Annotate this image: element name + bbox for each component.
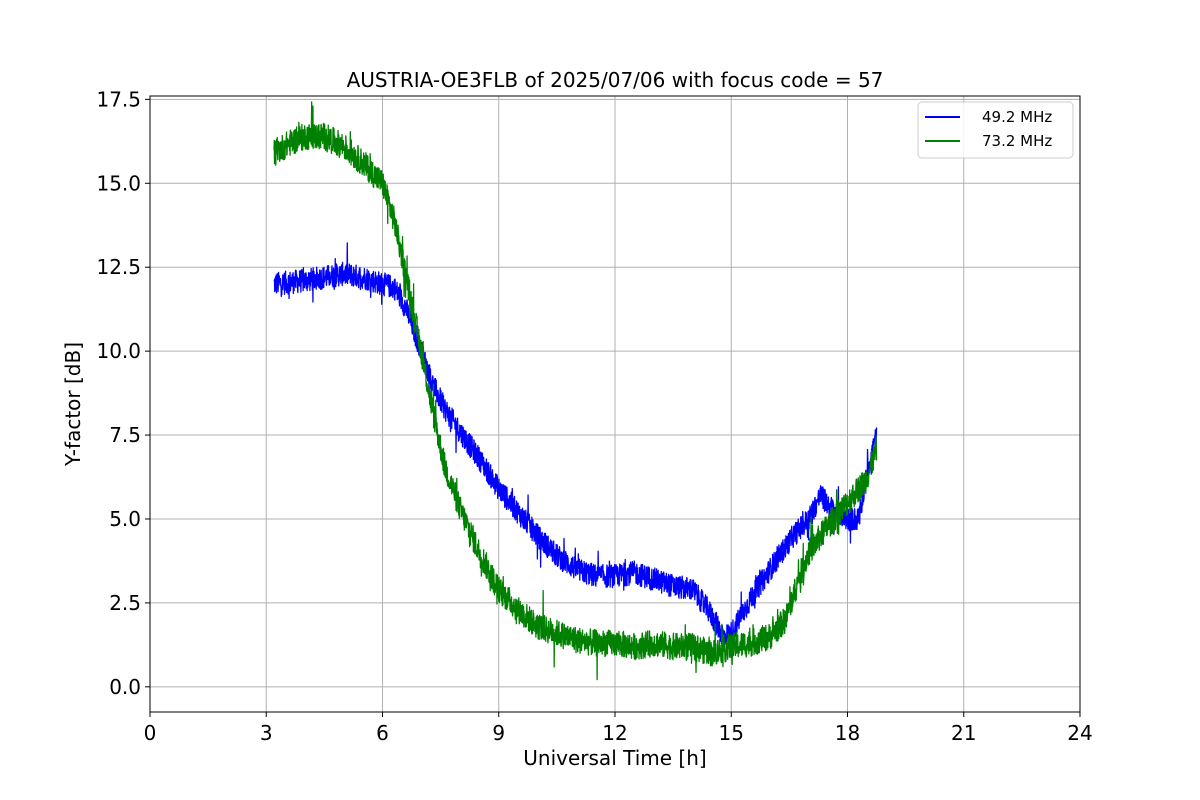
x-tick-label: 0 <box>144 721 157 745</box>
x-tick-label: 21 <box>951 721 976 745</box>
legend-label-1: 49.2 MHz <box>982 108 1052 126</box>
y-tick-label: 15.0 <box>96 171 141 195</box>
x-tick-label: 9 <box>492 721 505 745</box>
y-tick-label: 2.5 <box>109 591 141 615</box>
series-line-1 <box>273 242 878 647</box>
x-tick-label: 24 <box>1067 721 1092 745</box>
legend-label-2: 73.2 MHz <box>982 132 1052 150</box>
y-tick-label: 0.0 <box>109 675 141 699</box>
x-tick-label: 18 <box>835 721 860 745</box>
x-tick-label: 12 <box>602 721 627 745</box>
y-tick-label: 12.5 <box>96 255 141 279</box>
y-tick-label: 7.5 <box>109 423 141 447</box>
y-tick-label: 17.5 <box>96 87 141 111</box>
series-layer <box>273 101 878 681</box>
x-tick-label: 6 <box>376 721 389 745</box>
y-axis-label: Y-factor [dB] <box>61 342 85 467</box>
y-tick-label: 5.0 <box>109 507 141 531</box>
legend: 49.2 MHz 73.2 MHz <box>917 101 1074 159</box>
x-tick-label: 3 <box>260 721 273 745</box>
x-axis-label: Universal Time [h] <box>523 746 706 770</box>
axis-ticks: 0 3 6 9 12 15 18 21 24 0.0 2.5 5.0 7.5 10.0 12.5 15.0 17… <box>96 87 1092 745</box>
y-tick-label: 10.0 <box>96 339 141 363</box>
series-line-2 <box>273 101 878 681</box>
chart-title: AUSTRIA-OE3FLB of 2025/07/06 with focus … <box>347 68 884 92</box>
x-tick-label: 15 <box>719 721 744 745</box>
